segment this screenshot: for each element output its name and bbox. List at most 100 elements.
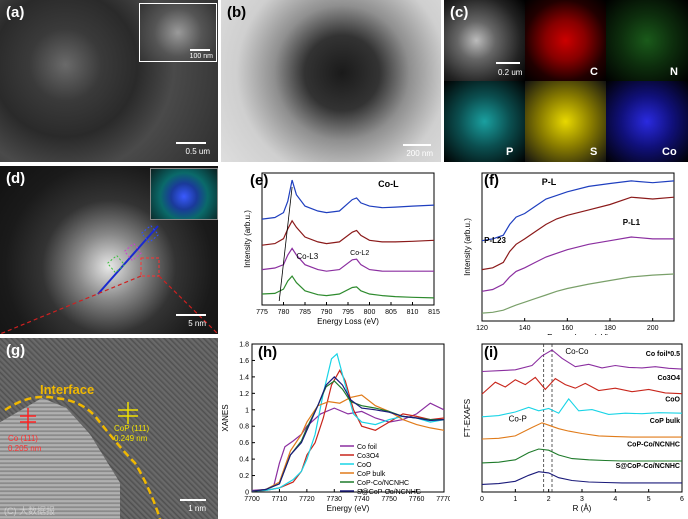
series-line: [261, 275, 435, 299]
x-tick-label: 7750: [381, 496, 397, 503]
x-tick-label: 3: [580, 496, 584, 503]
x-tick-label: 1: [513, 496, 517, 503]
y-tick-label: 1.4: [239, 374, 249, 381]
x-tick-label: 800: [364, 309, 376, 316]
series-line: [261, 247, 434, 272]
annotation-co-l3: Co-L3: [296, 252, 318, 261]
panel-e-title: Co-L: [378, 179, 399, 189]
x-tick-label: 7740: [354, 496, 370, 503]
y-tick-label: 0.8: [239, 424, 249, 431]
series-line: [481, 236, 674, 292]
x-tick-label: 7710: [272, 496, 288, 503]
x-tick-label: 7730: [326, 496, 342, 503]
annotation-co-l2: Co-L2: [350, 250, 369, 257]
panel-b-label: (b): [227, 4, 247, 21]
panel-g-co-spacing: 0.205 nm: [8, 444, 42, 453]
panel-d-box-red: [140, 257, 160, 277]
annotation-co-co: Co-Co: [565, 347, 589, 356]
arrow-line: [278, 186, 293, 302]
series-line: [481, 448, 682, 464]
map-haadf: [444, 0, 525, 81]
series-line: [481, 422, 682, 440]
panel-f-label: (f): [484, 172, 499, 189]
series-line: [251, 369, 445, 492]
panel-b-scale: 200 nm: [406, 149, 433, 158]
y-tick-label: 1: [245, 407, 249, 414]
series-line: [481, 349, 683, 373]
panel-d-inset-map: [150, 168, 218, 220]
panel-d-overlay: [0, 224, 218, 334]
panel-a-sem-image: (a) 100 nm 0.5 um: [0, 0, 218, 162]
panel-g-hrtem-image: (g) Interface Co (111) 0.205 nm CoP (111…: [0, 338, 218, 519]
panel-a-scale-bar: [176, 142, 206, 144]
panel-g-cop-spacing-marker: [118, 402, 138, 424]
panel-g-interface-label: Interface: [40, 382, 95, 397]
y-tick-label: 0.2: [239, 473, 249, 480]
map-p: [444, 81, 525, 162]
y-axis-label: Intensity (arb.u.): [463, 218, 472, 276]
legend-label: Co3O4: [357, 453, 379, 460]
element-label-n: N: [670, 66, 678, 78]
x-tick-label: 7760: [409, 496, 425, 503]
panel-h-label: (h): [258, 344, 278, 361]
y-axis-label: Intensity (arb.u.): [243, 210, 252, 268]
x-tick-label: 180: [604, 325, 616, 332]
series-label: CoO: [665, 396, 680, 403]
panel-c-scale-bar: [496, 62, 520, 64]
x-tick-label: 790: [321, 309, 333, 316]
panel-g-watermark: (C) 大数据报: [4, 506, 55, 516]
map-c: [525, 0, 606, 81]
panel-d-box-green: [106, 254, 126, 274]
panel-g-scale: 1 nm: [188, 504, 206, 513]
panel-d-haadf-image: (d) 5 nm: [0, 166, 218, 334]
legend-label: CoP-Co/NCNHC: [357, 480, 409, 487]
series-line: [481, 376, 683, 395]
panel-c-scale: 0.2 um: [498, 68, 523, 77]
series-label: Co foil*0.5: [646, 351, 680, 358]
x-tick-label: 7770: [436, 496, 450, 503]
series-line: [481, 196, 675, 271]
plot-frame: [481, 172, 675, 322]
x-axis-label: Energy Loss (eV): [317, 317, 379, 326]
map-co: [606, 81, 688, 162]
element-label-s: S: [590, 146, 598, 158]
y-axis-label: FT-EXAFS: [463, 399, 472, 437]
x-tick-label: 780: [278, 309, 290, 316]
series-line: [481, 471, 682, 485]
annotation-p-l: P-L: [542, 177, 557, 187]
y-tick-label: 0.4: [239, 457, 249, 464]
series-line: [251, 380, 444, 492]
series-line: [481, 180, 675, 242]
map-s: [525, 81, 606, 162]
panel-g-overlay: [4, 395, 162, 519]
y-tick-label: 1.2: [239, 391, 249, 398]
x-tick-label: 815: [428, 309, 440, 316]
map-n: [606, 0, 688, 81]
x-tick-label: 5: [647, 496, 651, 503]
x-axis-label: Energy Loss (eV): [547, 333, 609, 335]
legend-label: CoP bulk: [357, 471, 386, 478]
panel-i-label: (i): [484, 344, 499, 361]
panel-h-chart: 7700 7710 7720 7730 7740 7750 7760 7770 Energy (…: [222, 342, 450, 514]
x-tick-label: 0: [480, 496, 484, 503]
panel-a-label: (a): [6, 4, 25, 21]
panel-g-co-spacing-marker: [20, 408, 36, 430]
panel-d-scale: 5 nm: [188, 319, 206, 328]
panel-g-cop-spacing: 0.249 nm: [114, 434, 148, 443]
panel-g-cop-label: CoP (111): [114, 424, 150, 433]
panel-d-label: (d): [6, 170, 26, 187]
series-line: [261, 179, 435, 220]
legend-label: S@CoP-Co/NCNHC: [357, 489, 421, 496]
panel-g-scale-bar: [180, 499, 206, 501]
panel-d-scale-bar: [176, 314, 206, 316]
series-label: Co3O4: [657, 375, 680, 382]
series-line: [251, 402, 445, 491]
series-line: [481, 397, 683, 418]
y-axis-label: XANES: [222, 404, 230, 431]
panel-b-tem-image: (b) 200 nm: [221, 0, 441, 162]
y-tick-label: 1.8: [239, 342, 249, 349]
x-tick-label: 810: [407, 309, 419, 316]
panel-a-inset-scale-bar: [190, 49, 210, 51]
series-label: S@CoP-Co/NCNHC: [616, 463, 680, 470]
annotation-p-l1: P-L1: [623, 218, 641, 227]
